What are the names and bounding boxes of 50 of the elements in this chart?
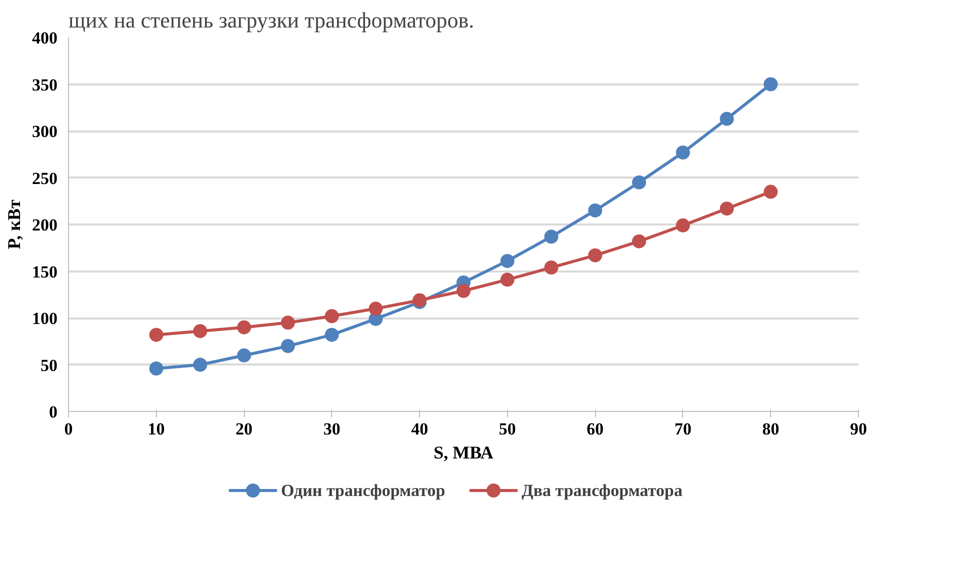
y-axis-title: P, кВт bbox=[4, 200, 24, 250]
point bbox=[676, 218, 690, 232]
point bbox=[544, 230, 558, 244]
point bbox=[588, 203, 602, 218]
y-tick-label: 350 bbox=[32, 75, 58, 94]
x-tick-label: 30 bbox=[323, 420, 340, 438]
point bbox=[324, 309, 339, 324]
point bbox=[500, 254, 514, 268]
y-tick-label: 400 bbox=[32, 28, 58, 48]
y-tick-label: 200 bbox=[32, 216, 58, 234]
point bbox=[720, 112, 734, 126]
point bbox=[588, 248, 602, 262]
x-tick-label: 80 bbox=[762, 420, 780, 438]
x-tick-label: 20 bbox=[236, 420, 253, 438]
legend-label: Один трансформатор bbox=[281, 481, 446, 500]
x-tick-label: 60 bbox=[586, 420, 604, 438]
y-tick-label: 300 bbox=[32, 122, 58, 141]
text: щих на степень загрузки трансформаторов. bbox=[68, 8, 474, 32]
point bbox=[720, 202, 734, 216]
point bbox=[544, 260, 558, 274]
y-tick-label: 150 bbox=[32, 262, 58, 282]
point bbox=[193, 324, 208, 338]
point bbox=[193, 358, 208, 372]
x-tick-label: 10 bbox=[148, 420, 165, 438]
x-tick-label: 50 bbox=[498, 420, 516, 438]
x-axis-title: S, МВА bbox=[434, 442, 494, 462]
point bbox=[764, 77, 778, 92]
point bbox=[368, 302, 383, 316]
point bbox=[324, 328, 339, 342]
x-tick-label: 90 bbox=[850, 420, 867, 438]
point bbox=[632, 234, 646, 248]
y-tick-label: 0 bbox=[49, 402, 58, 422]
x-tick-label: 70 bbox=[674, 420, 692, 438]
point bbox=[764, 184, 778, 199]
point bbox=[676, 146, 690, 160]
legend-label: Два трансформатора bbox=[522, 481, 683, 500]
point bbox=[149, 328, 164, 342]
y-tick-label: 100 bbox=[32, 309, 58, 328]
point bbox=[237, 320, 252, 334]
point bbox=[149, 362, 164, 376]
point bbox=[500, 272, 514, 287]
x-tick-label: 0 bbox=[64, 420, 73, 438]
x-tick-label: 40 bbox=[411, 420, 428, 438]
point bbox=[456, 284, 470, 298]
point bbox=[280, 339, 295, 354]
y-tick-label: 50 bbox=[40, 356, 58, 375]
point bbox=[280, 316, 295, 330]
point bbox=[632, 175, 646, 190]
point bbox=[237, 348, 252, 362]
y-tick-label: 250 bbox=[32, 168, 58, 188]
